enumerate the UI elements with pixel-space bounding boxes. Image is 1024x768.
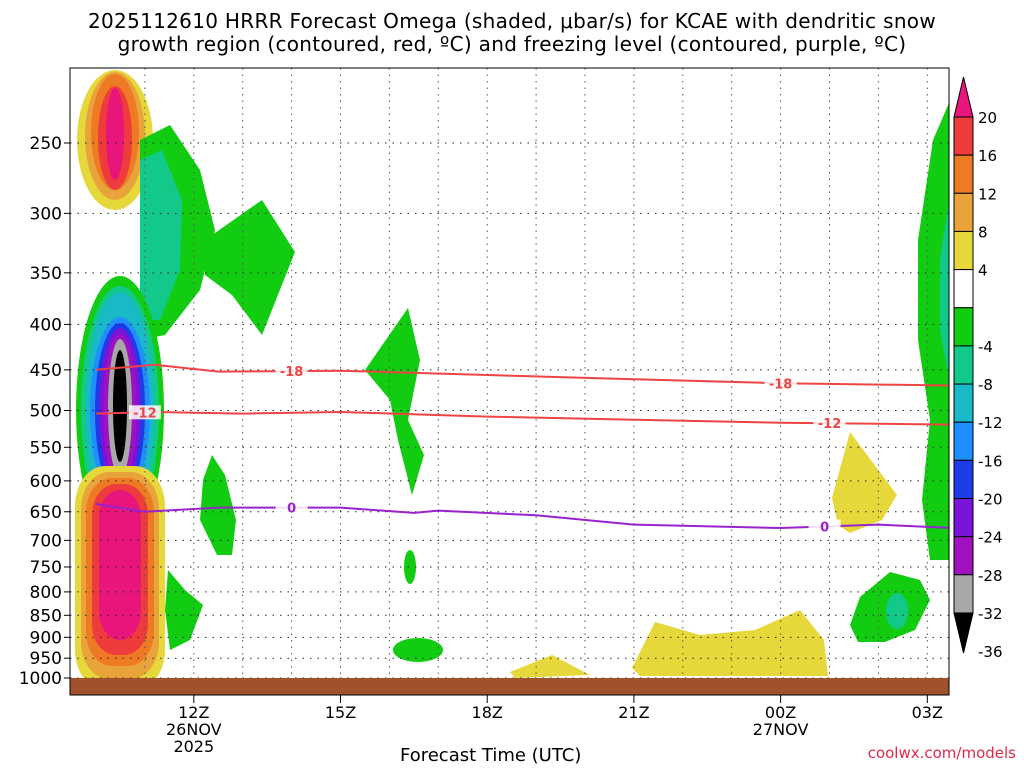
y-tick-350: 350 bbox=[30, 264, 62, 284]
y-tick-250: 250 bbox=[30, 134, 62, 154]
colorbar-swatch-7 bbox=[953, 345, 974, 385]
y-tick-450: 450 bbox=[30, 361, 62, 381]
contour-label-1-1: -12 bbox=[818, 417, 842, 432]
contour-line-0 bbox=[95, 363, 949, 387]
x-tick-3-0: 21Z bbox=[618, 703, 649, 722]
colorbar-swatch-4 bbox=[953, 230, 974, 271]
colorbar-swatch-9 bbox=[953, 421, 974, 461]
y-axis: 2503003504004505005506006507007508008509… bbox=[19, 134, 70, 689]
temperature-contours: -18 -18 -12 -12 0 0 bbox=[95, 363, 949, 535]
colorbar-tick-7: -12 bbox=[978, 414, 1003, 432]
x-tick-2-0: 18Z bbox=[472, 703, 503, 722]
neg-cell-300mb bbox=[205, 200, 295, 335]
pos-patch-00Z bbox=[632, 610, 828, 676]
x-tick-5-0: 03Z bbox=[912, 703, 943, 722]
colorbar-tick-12: -32 bbox=[978, 605, 1003, 623]
colorbar-tick-0: 20 bbox=[978, 109, 997, 127]
y-tick-800: 800 bbox=[30, 583, 62, 603]
x-tick-0-1: 26NOV bbox=[166, 720, 222, 739]
neg-blob-950mb bbox=[393, 638, 443, 662]
colorbar-swatch-3 bbox=[953, 192, 974, 232]
contour-line-1 bbox=[95, 410, 949, 426]
y-tick-550: 550 bbox=[30, 438, 62, 458]
x-tick-1-0: 15Z bbox=[325, 703, 356, 722]
colorbar-tick-5: -4 bbox=[978, 338, 993, 356]
x-axis-title: Forecast Time (UTC) bbox=[400, 745, 582, 766]
contour-label-2-1: 0 bbox=[820, 520, 829, 535]
neg-band-17Z bbox=[365, 308, 424, 495]
contour-label-0-0: -18 bbox=[280, 365, 304, 380]
colorbar-swatch-8 bbox=[953, 383, 974, 423]
x-tick-0-2: 2025 bbox=[173, 737, 214, 756]
y-tick-400: 400 bbox=[30, 315, 62, 335]
chart-title-line2: growth region (contoured, red, ºC) and f… bbox=[117, 32, 907, 56]
colorbar-tick-10: -24 bbox=[978, 529, 1003, 547]
y-tick-600: 600 bbox=[30, 472, 62, 492]
plot-frame bbox=[69, 67, 950, 696]
omega-shaded-field bbox=[75, 70, 949, 678]
ground-terrain bbox=[70, 678, 949, 695]
plot-area bbox=[70, 68, 949, 695]
pos-patch-02Z bbox=[832, 432, 897, 533]
x-tick-4-0: 00Z bbox=[765, 703, 796, 722]
colorbar-swatch-2 bbox=[953, 154, 974, 194]
x-tick-0-0: 12Z bbox=[178, 703, 209, 722]
neg-cell-600mb bbox=[200, 455, 236, 555]
y-tick-500: 500 bbox=[30, 402, 62, 422]
neg-band-right bbox=[918, 103, 949, 560]
colorbar-tick-4: 4 bbox=[978, 262, 988, 280]
chart-title-line1: 2025112610 HRRR Forecast Omega (shaded, … bbox=[88, 9, 936, 33]
colorbar-swatch-12 bbox=[953, 536, 974, 576]
x-tick-4-1: 27NOV bbox=[753, 720, 809, 739]
contour-label-2-0: 0 bbox=[287, 502, 296, 517]
y-tick-900: 900 bbox=[30, 628, 62, 648]
colorbar-tick-6: -8 bbox=[978, 376, 993, 394]
colorbar-swatch-10 bbox=[953, 459, 974, 500]
neg-cell-teal-ext bbox=[140, 150, 182, 320]
neg-cell-black bbox=[113, 350, 127, 462]
colorbar-tick-13: -36 bbox=[978, 643, 1003, 661]
pos-patch-20Z bbox=[510, 655, 590, 678]
colorbar-tick-2: 12 bbox=[978, 185, 997, 203]
colorbar-swatch-11 bbox=[953, 498, 974, 538]
credit-link[interactable]: coolwx.com/models bbox=[867, 744, 1016, 762]
y-tick-300: 300 bbox=[30, 204, 62, 224]
neg-blob-02Z-core bbox=[886, 593, 908, 629]
contour-label-0-1: -18 bbox=[769, 377, 793, 392]
colorbar-tick-3: 8 bbox=[978, 223, 988, 241]
y-tick-700: 700 bbox=[30, 531, 62, 551]
colorbar-top-arrow bbox=[953, 76, 974, 118]
y-tick-650: 650 bbox=[30, 503, 62, 523]
colorbar-tick-11: -28 bbox=[978, 567, 1003, 585]
grid-lines bbox=[70, 68, 949, 679]
y-tick-850: 850 bbox=[30, 606, 62, 626]
lower-positive-cell-4 bbox=[99, 490, 141, 640]
y-tick-950: 950 bbox=[30, 649, 62, 669]
colorbar-tick-1: 16 bbox=[978, 147, 997, 165]
colorbar-swatch-6 bbox=[953, 307, 974, 347]
colorbar-swatch-1 bbox=[953, 116, 974, 156]
colorbar-tick-8: -16 bbox=[978, 452, 1003, 470]
y-tick-1000: 1000 bbox=[19, 669, 62, 689]
colorbar-swatch-13 bbox=[953, 574, 974, 614]
contour-label-1-0: -12 bbox=[133, 406, 157, 421]
colorbar-swatch-5 bbox=[953, 269, 974, 309]
neg-band-right-core bbox=[940, 200, 949, 380]
colorbar: 20 16 12 8 4 -4 -8 -12 -16 -20 -24 -28 -32 -36 bbox=[953, 76, 1003, 661]
neg-blob-750mb bbox=[404, 550, 416, 584]
y-tick-750: 750 bbox=[30, 558, 62, 578]
colorbar-bottom-arrow bbox=[953, 612, 974, 654]
upper-positive-cell-4 bbox=[106, 88, 124, 180]
colorbar-tick-9: -20 bbox=[978, 491, 1003, 509]
neg-cell-800mb bbox=[165, 570, 203, 650]
